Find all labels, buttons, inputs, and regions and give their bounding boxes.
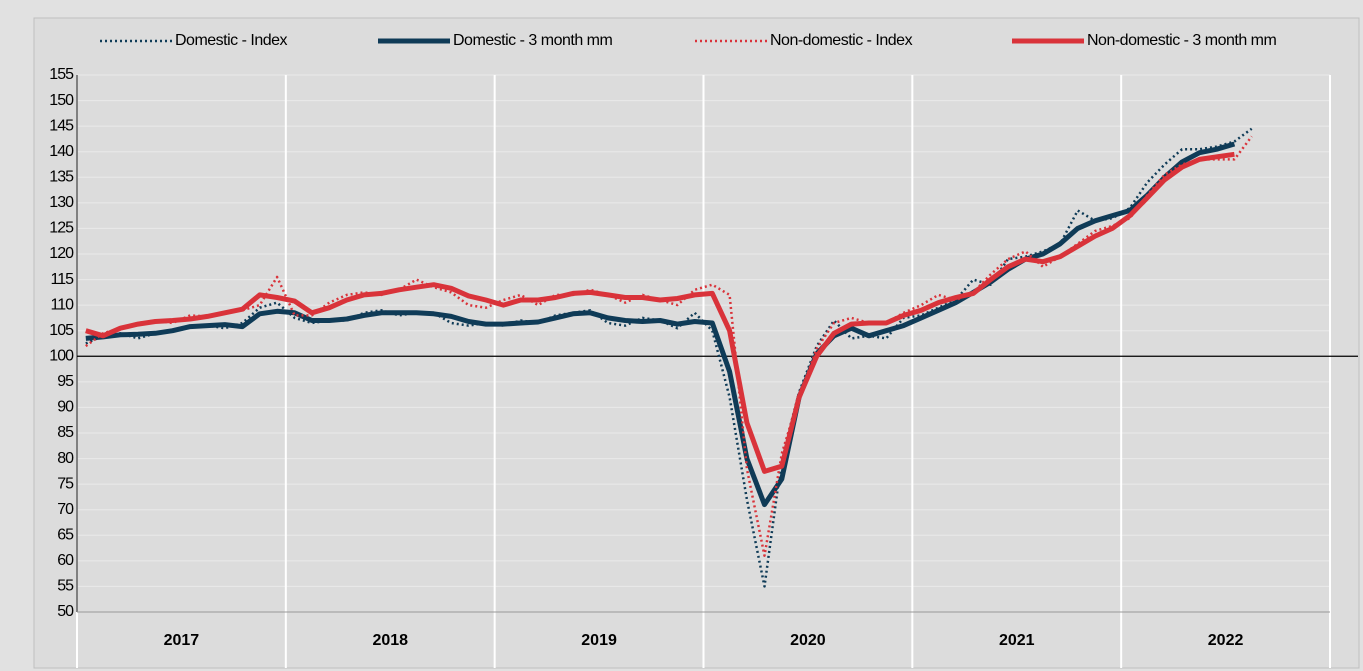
y-tick-label: 115 bbox=[50, 271, 74, 288]
y-tick-label: 75 bbox=[57, 475, 74, 492]
y-tick-label: 95 bbox=[57, 373, 74, 390]
x-tick-label: 2020 bbox=[790, 632, 826, 649]
series-line bbox=[85, 141, 1236, 508]
y-tick-label: 155 bbox=[49, 66, 74, 83]
y-tick-label: 135 bbox=[49, 169, 74, 186]
y-tick-label: 120 bbox=[49, 245, 74, 262]
x-tick-label: 2017 bbox=[164, 632, 200, 649]
y-tick-label: 60 bbox=[57, 552, 74, 569]
series-line bbox=[85, 151, 1235, 474]
y-tick-label: 65 bbox=[57, 527, 74, 544]
y-tick-label: 105 bbox=[49, 322, 74, 339]
y-tick-label: 130 bbox=[49, 194, 74, 211]
y-tick-label: 110 bbox=[50, 296, 74, 313]
y-tick-label: 150 bbox=[49, 92, 74, 109]
y-tick-label: 90 bbox=[57, 399, 74, 416]
legend-label: Domestic - Index bbox=[175, 32, 288, 49]
y-tick-label: 55 bbox=[57, 578, 74, 595]
x-tick-label: 2019 bbox=[581, 632, 617, 649]
y-tick-label: 145 bbox=[49, 117, 74, 134]
legend-label: Domestic - 3 month mm bbox=[453, 32, 612, 49]
legend-label: Non-domestic - Index bbox=[770, 32, 913, 49]
legend-label: Non-domestic - 3 month mm bbox=[1087, 32, 1277, 49]
x-tick-label: 2021 bbox=[999, 632, 1035, 649]
y-tick-label: 100 bbox=[49, 348, 74, 365]
y-tick-label: 140 bbox=[49, 143, 74, 160]
y-tick-label: 70 bbox=[57, 501, 74, 518]
y-tick-label: 50 bbox=[57, 603, 74, 620]
x-tick-label: 2022 bbox=[1208, 632, 1244, 649]
y-tick-label: 80 bbox=[57, 450, 74, 467]
y-tick-label: 85 bbox=[57, 424, 74, 441]
y-tick-label: 125 bbox=[49, 220, 74, 237]
x-tick-label: 2018 bbox=[372, 632, 408, 649]
